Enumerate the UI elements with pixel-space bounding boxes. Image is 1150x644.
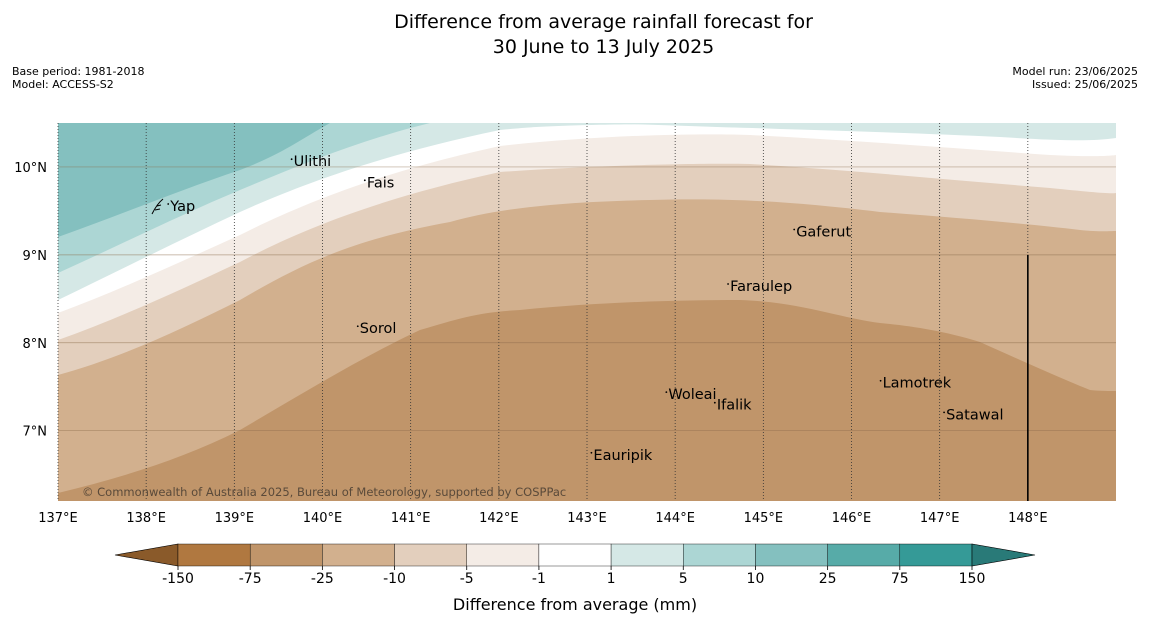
lon-tick-label: 140°E: [303, 511, 343, 526]
title-line-2: 30 June to 13 July 2025: [492, 36, 715, 58]
place-label: Satawal: [946, 407, 1003, 423]
island-marker: [167, 203, 170, 205]
lon-tick-label: 138°E: [126, 511, 166, 526]
colorbar-title: Difference from average (mm): [453, 595, 697, 614]
island-marker: [356, 325, 359, 328]
colorbar-segment: [394, 543, 467, 567]
colorbar-tick-label: 10: [747, 571, 765, 587]
copyright-text: © Commonwealth of Australia 2025, Bureau…: [82, 485, 566, 499]
colorbar-tick-label: 150: [959, 571, 986, 587]
model-run-text: Model run: 23/06/2025: [1012, 65, 1138, 78]
place-label: Ulithi: [294, 154, 332, 170]
colorbar-tick-label: 75: [891, 571, 909, 587]
place-label: Faraulep: [730, 279, 792, 295]
title-line-1: Difference from average rainfall forecas…: [394, 11, 813, 33]
colorbar: -150 -75 -25 -10 -5 -1 1 5 10 25 75 150: [114, 543, 1036, 587]
place-label: Lamotrek: [883, 376, 952, 392]
graticule: [57, 123, 1116, 501]
island-marker: [590, 451, 593, 454]
place-labels: Yap Ulithi Fais Gaferut Faraulep Sorol WoleaiI…: [151, 154, 1004, 464]
colorbar-segment: [466, 543, 540, 567]
colorbar-segment: [683, 543, 756, 567]
colorbar-segment: [827, 543, 901, 567]
colorbar-tick-label: -10: [383, 571, 406, 587]
colorbar-segment: [899, 543, 973, 567]
place-label: Sorol: [360, 321, 397, 337]
colorbar-tick-label: 25: [819, 571, 837, 587]
colorbar-tick-label: 1: [607, 571, 616, 587]
island-marker: [879, 379, 882, 382]
lon-tick-label: 137°E: [38, 511, 78, 526]
base-period-text: Base period: 1981-2018: [12, 65, 145, 78]
island-marker: [713, 401, 716, 404]
meta-right: Model run: 23/06/2025 Issued: 25/06/2025: [1012, 65, 1138, 91]
yap-island-icon: [151, 198, 164, 215]
lat-tick-label: 10°N: [14, 161, 47, 176]
lat-tick-label: 7°N: [23, 425, 48, 440]
place-label: Gaferut: [796, 225, 851, 241]
colorbar-tick-label: -25: [311, 571, 334, 587]
map-panel: Yap Ulithi Fais Gaferut Faraulep Sorol WoleaiI…: [57, 123, 1116, 501]
colorbar-segment: [249, 543, 323, 567]
lon-tick-label: 143°E: [567, 511, 607, 526]
lat-tick-label: 8°N: [23, 337, 48, 352]
lon-tick-label: 144°E: [655, 511, 695, 526]
lon-tick-label: 142°E: [479, 511, 519, 526]
place-label: Fais: [367, 175, 394, 191]
band-1-5-east: [600, 123, 1116, 141]
model-text: Model: ACCESS-S2: [12, 78, 114, 91]
island-marker: [665, 391, 668, 394]
lon-tick-label: 145°E: [744, 511, 784, 526]
colorbar-segment: [610, 543, 684, 567]
colorbar-extend-left: [114, 543, 179, 567]
lon-tick-label: 147°E: [920, 511, 960, 526]
lon-tick-label: 141°E: [391, 511, 431, 526]
meta-left: Base period: 1981-2018 Model: ACCESS-S2: [12, 65, 144, 91]
place-label: Ifalik: [717, 398, 752, 414]
lon-tick-label: 139°E: [215, 511, 255, 526]
colorbar-tick-label: -1: [532, 571, 546, 587]
colorbar-segment: [755, 543, 828, 567]
latitude-tick-labels: 10°N 9°N 8°N 7°N: [14, 161, 47, 440]
island-marker: [290, 158, 293, 161]
issued-text: Issued: 25/06/2025: [1031, 78, 1138, 91]
island-marker: [363, 179, 366, 182]
place-label: Eauripik: [593, 448, 652, 464]
island-marker: [943, 411, 945, 414]
colorbar-tick-label: 5: [679, 571, 688, 587]
colorbar-segment: [322, 543, 395, 567]
longitude-tick-labels: 137°E 138°E 139°E 140°E 141°E 142°E 143°E 144°E…: [38, 511, 1047, 526]
page-title: Difference from average rainfall forecas…: [0, 10, 1150, 60]
island-marker: [793, 228, 796, 231]
place-label: Yap: [169, 199, 195, 215]
lon-tick-label: 146°E: [832, 511, 872, 526]
lon-tick-label: 148°E: [1008, 511, 1048, 526]
colorbar-segment: [538, 543, 612, 567]
colorbar-tick-label: -75: [239, 571, 262, 587]
lat-tick-label: 9°N: [23, 249, 48, 264]
place-label: Woleai: [668, 387, 716, 403]
colorbar-extend-right: [971, 543, 1036, 567]
colorbar-tick-label: -150: [162, 571, 194, 587]
colorbar-segment: [177, 543, 251, 567]
island-marker: [727, 283, 729, 285]
colorbar-tick-label: -5: [460, 571, 474, 587]
